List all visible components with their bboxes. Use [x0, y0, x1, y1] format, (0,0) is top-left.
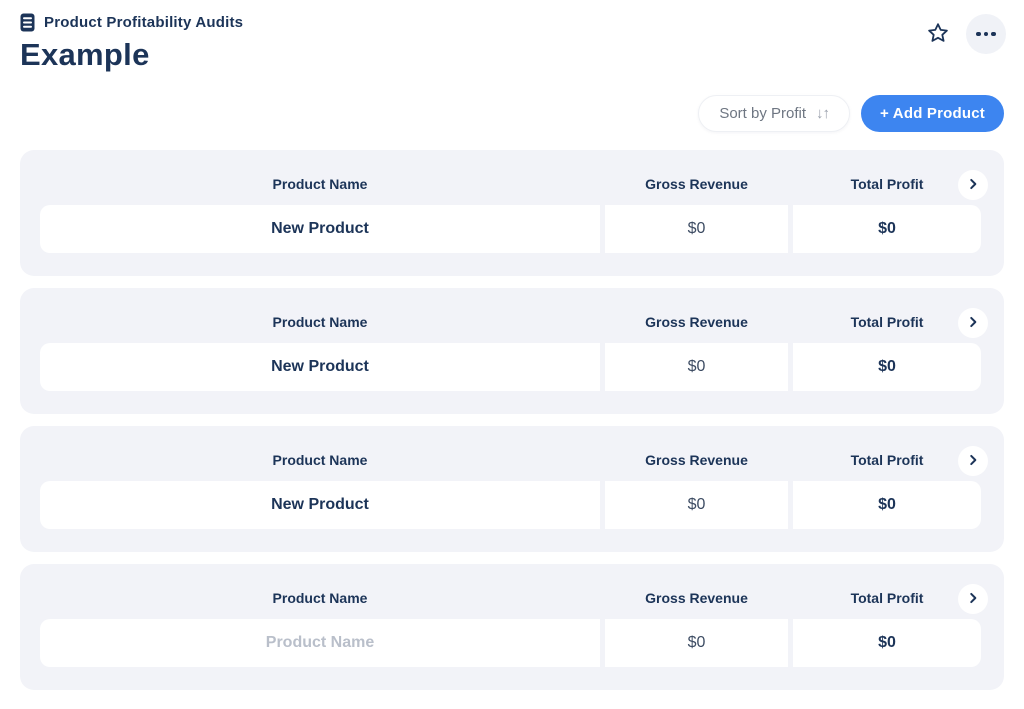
favorite-star-button[interactable]	[918, 14, 958, 54]
total-profit-header: Total Profit	[850, 590, 924, 606]
total-profit-value: $0	[793, 205, 981, 253]
product-name-header: Product Name	[272, 176, 368, 192]
product-name-input[interactable]	[40, 619, 600, 667]
product-card: Product Name Gross Revenue Total Profit …	[20, 426, 1004, 552]
product-name-header: Product Name	[272, 590, 368, 606]
chevron-right-icon	[966, 177, 980, 194]
expand-card-button[interactable]	[958, 446, 988, 476]
product-name-input[interactable]	[40, 205, 600, 253]
sort-arrows-icon: ↓↑	[816, 105, 830, 122]
gross-revenue-input[interactable]	[605, 619, 788, 667]
product-name-header: Product Name	[272, 314, 368, 330]
gross-revenue-header: Gross Revenue	[645, 314, 748, 330]
ellipsis-icon	[976, 31, 996, 37]
gross-revenue-header: Gross Revenue	[645, 452, 748, 468]
total-profit-header: Total Profit	[850, 452, 924, 468]
sort-by-profit-button[interactable]: Sort by Profit ↓↑	[698, 95, 851, 132]
ledger-icon	[20, 13, 35, 32]
card-grid: Product Name Gross Revenue Total Profit …	[40, 588, 981, 667]
breadcrumb-title: Product Profitability Audits	[44, 14, 244, 31]
gross-revenue-input[interactable]	[605, 481, 788, 529]
product-card: Product Name Gross Revenue Total Profit …	[20, 564, 1004, 690]
product-card: Product Name Gross Revenue Total Profit …	[20, 150, 1004, 276]
header-actions	[918, 14, 1006, 54]
total-profit-header: Total Profit	[850, 176, 924, 192]
page: Product Profitability Audits Example Sor…	[20, 0, 1006, 690]
add-product-button[interactable]: + Add Product	[861, 95, 1004, 132]
expand-card-button[interactable]	[958, 308, 988, 338]
toolbar: Sort by Profit ↓↑ + Add Product	[20, 95, 1004, 132]
star-icon	[926, 21, 950, 48]
chevron-right-icon	[966, 315, 980, 332]
sort-button-label: Sort by Profit	[719, 105, 807, 122]
product-card: Product Name Gross Revenue Total Profit …	[20, 288, 1004, 414]
more-options-button[interactable]	[966, 14, 1006, 54]
card-grid: Product Name Gross Revenue Total Profit …	[40, 312, 981, 391]
gross-revenue-input[interactable]	[605, 205, 788, 253]
product-card-list: Product Name Gross Revenue Total Profit …	[20, 150, 1004, 690]
product-name-header: Product Name	[272, 452, 368, 468]
card-grid: Product Name Gross Revenue Total Profit …	[40, 450, 981, 529]
chevron-right-icon	[966, 591, 980, 608]
page-header: Product Profitability Audits Example	[20, 0, 1006, 75]
total-profit-value: $0	[793, 481, 981, 529]
total-profit-header: Total Profit	[850, 314, 924, 330]
expand-card-button[interactable]	[958, 584, 988, 614]
chevron-right-icon	[966, 453, 980, 470]
total-profit-value: $0	[793, 619, 981, 667]
gross-revenue-header: Gross Revenue	[645, 176, 748, 192]
page-title: Example	[20, 37, 150, 72]
product-name-input[interactable]	[40, 343, 600, 391]
expand-card-button[interactable]	[958, 170, 988, 200]
product-name-input[interactable]	[40, 481, 600, 529]
total-profit-value: $0	[793, 343, 981, 391]
gross-revenue-input[interactable]	[605, 343, 788, 391]
card-grid: Product Name Gross Revenue Total Profit …	[40, 174, 981, 253]
breadcrumb: Product Profitability Audits	[20, 13, 1004, 32]
gross-revenue-header: Gross Revenue	[645, 590, 748, 606]
